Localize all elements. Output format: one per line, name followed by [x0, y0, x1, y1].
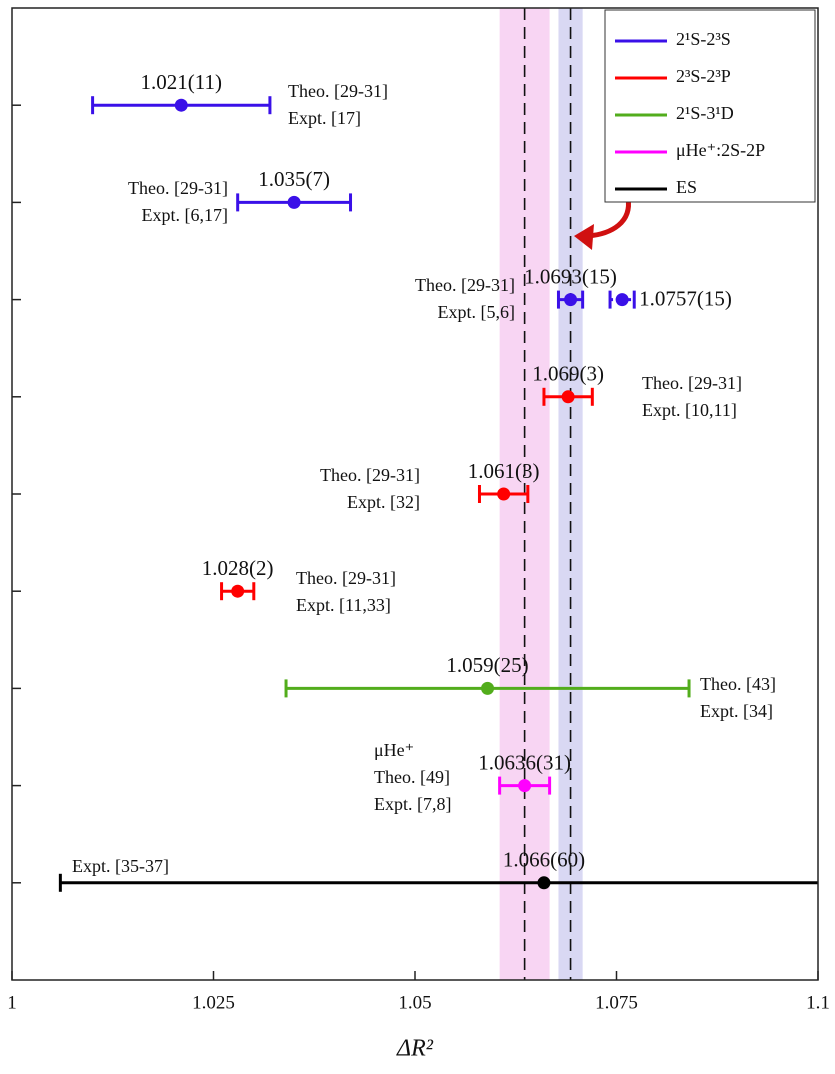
- data-point: [174, 98, 188, 112]
- value-label: 1.021(11): [141, 70, 222, 94]
- data-point: [231, 584, 245, 598]
- annotation: Theo. [29-31]: [128, 178, 228, 198]
- legend-label: 2¹S-2³S: [676, 29, 731, 49]
- data-point: [537, 876, 551, 890]
- annotation: Theo. [29-31]: [288, 81, 388, 101]
- x-axis-label: ΔR²: [396, 1036, 434, 1062]
- annotation: Expt. [11,33]: [296, 595, 391, 615]
- data-point: [287, 195, 301, 209]
- x-tick-label: 1: [7, 992, 17, 1013]
- data-point: [481, 681, 495, 695]
- data-point: [497, 487, 511, 501]
- annotation: Theo. [29-31]: [642, 373, 742, 393]
- annotation: Theo. [43]: [700, 674, 776, 694]
- annotation: Expt. [17]: [288, 108, 361, 128]
- annotation: Theo. [49]: [374, 767, 450, 787]
- annotation: μHe⁺: [374, 740, 414, 760]
- value-label: 1.069(3): [532, 362, 604, 386]
- value-label: 1.0693(15): [524, 264, 617, 288]
- annotation: Expt. [6,17]: [142, 205, 228, 225]
- x-tick-label: 1.05: [398, 992, 431, 1013]
- annotation: Expt. [10,11]: [642, 400, 737, 420]
- value-label: 1.028(2): [202, 556, 274, 580]
- data-point: [561, 390, 575, 404]
- value-label: 1.0636(31): [478, 750, 571, 774]
- annotation: Theo. [29-31]: [296, 568, 396, 588]
- data-point: [564, 293, 578, 307]
- data-point: [615, 293, 629, 307]
- value-label: 1.035(7): [258, 167, 330, 191]
- annotation: Expt. [7,8]: [374, 794, 451, 814]
- arrow-head: [574, 224, 594, 250]
- annotation: Expt. [34]: [700, 701, 773, 721]
- legend-label: μHe⁺:2S-2P: [676, 140, 765, 160]
- data-point: [518, 779, 532, 793]
- annotation: Expt. [5,6]: [438, 302, 515, 322]
- axes-frame: [11, 7, 819, 981]
- x-tick-label: 1.075: [595, 992, 638, 1013]
- annotation: Theo. [29-31]: [415, 275, 515, 295]
- arrow: [587, 197, 631, 239]
- x-tick-label: 1.025: [192, 992, 235, 1013]
- plot: 1 1.025 1.05 1.075 1.1 1.021(11) 1.035(7) 1.069…: [7, 70, 830, 1013]
- annotation: Expt. [32]: [347, 492, 420, 512]
- annotation: Expt. [35-37]: [72, 856, 169, 876]
- legend-label: 2³S-2³P: [676, 66, 731, 86]
- annotation: Theo. [29-31]: [320, 465, 420, 485]
- value-label: 1.059(25): [446, 653, 528, 677]
- x-tick-label: 1.1: [806, 992, 830, 1013]
- legend-label: 2¹S-3¹D: [676, 103, 734, 123]
- error-bar: [58, 873, 818, 892]
- value-label: 1.066(60): [503, 848, 585, 872]
- legend-label: ES: [676, 177, 697, 197]
- value-label: 1.0757(15): [639, 286, 732, 310]
- value-label: 1.061(3): [468, 459, 540, 483]
- legend: 2¹S-2³S 2³S-2³P 2¹S-3¹D μHe⁺:2S-2P ES: [604, 9, 816, 203]
